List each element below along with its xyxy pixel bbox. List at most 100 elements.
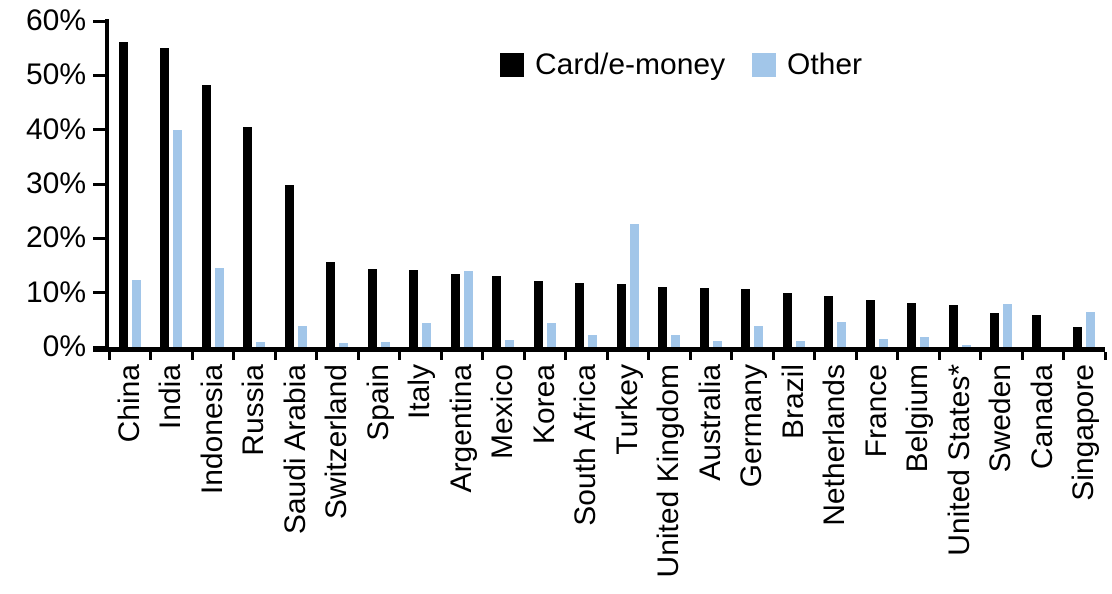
bar-card-e-money (533, 281, 543, 347)
x-category-label: Brazil (776, 364, 810, 440)
x-tick-mark (481, 352, 484, 360)
bar-other (463, 271, 473, 347)
y-tick-mark (93, 236, 105, 240)
y-tick-label: 40% (25, 112, 86, 146)
x-category-label: India (154, 364, 188, 430)
bar-other (961, 345, 971, 347)
y-tick-mark (93, 182, 105, 186)
x-tick-mark (149, 352, 152, 360)
y-tick-label: 50% (25, 58, 86, 92)
bar-other (878, 339, 888, 347)
bar-card-e-money (243, 127, 253, 347)
bar-other (546, 323, 556, 347)
x-tick-mark (688, 352, 692, 360)
bar-other (629, 224, 639, 347)
x-category-label: South Africa (569, 364, 603, 526)
x-category-label: Saudi Arabia (278, 364, 312, 535)
x-tick-mark (937, 352, 941, 360)
y-tick-mark (93, 128, 105, 132)
x-category-label: Indonesia (195, 364, 229, 495)
x-category-label: Argentina (444, 364, 478, 493)
y-tick-label: 20% (25, 221, 86, 255)
legend-swatch-other (752, 53, 776, 77)
x-category-label: Germany (735, 364, 769, 488)
y-tick-mark (93, 345, 105, 349)
x-tick-mark (232, 352, 235, 360)
bar-other (256, 342, 266, 347)
bar-card-e-money (367, 269, 377, 347)
x-tick-mark (315, 352, 318, 360)
bar-other (173, 130, 183, 347)
x-tick-mark (1062, 352, 1065, 360)
x-category-label: Turkey (610, 364, 644, 455)
y-tick-mark (93, 73, 105, 77)
bar-other (297, 326, 307, 347)
x-tick-mark (564, 352, 567, 360)
bar-other (422, 323, 432, 347)
y-axis-line (105, 19, 109, 352)
x-tick-mark (1103, 352, 1107, 360)
y-tick-label: 0% (42, 330, 86, 363)
x-category-label: Australia (693, 364, 727, 481)
bar-card-e-money (616, 284, 626, 347)
x-tick-mark (647, 352, 650, 360)
bar-card-e-money (326, 262, 336, 347)
x-category-label: Sweden (984, 364, 1018, 473)
x-axis-line (93, 347, 1105, 352)
bar-card-e-money (1073, 327, 1083, 347)
x-category-label: Singapore (1067, 364, 1101, 501)
x-tick-mark (356, 352, 360, 360)
y-tick-label: 10% (25, 275, 86, 309)
x-category-label: Netherlands (818, 364, 852, 526)
x-tick-mark (1020, 352, 1024, 360)
bar-card-e-money (492, 276, 502, 347)
bar-card-e-money (118, 42, 128, 347)
bar-card-e-money (699, 288, 709, 347)
y-tick-label: 60% (25, 4, 86, 37)
bar-other (754, 326, 764, 347)
x-tick-mark (273, 352, 277, 360)
x-category-label: Korea (527, 364, 561, 445)
y-tick-mark (93, 19, 105, 23)
legend-item-card-e-money: Card/e-money (500, 50, 725, 80)
bar-other (1003, 304, 1013, 347)
x-category-label: Mexico (486, 364, 520, 460)
bar-other (505, 340, 515, 347)
x-category-label: United States* (942, 364, 976, 556)
x-category-label: France (859, 364, 893, 458)
bar-other (920, 337, 930, 347)
x-category-label: United Kingdom (652, 364, 686, 578)
bar-card-e-money (409, 270, 419, 347)
bar-card-e-money (160, 48, 170, 347)
bar-other (214, 268, 224, 347)
x-tick-mark (771, 352, 775, 360)
x-category-label: Italy (403, 364, 437, 420)
bar-other (380, 342, 390, 347)
legend-label-other: Other (787, 48, 863, 81)
x-tick-mark (896, 352, 899, 360)
bar-card-e-money (575, 283, 585, 347)
x-tick-mark (730, 352, 733, 360)
x-category-label: Spain (361, 364, 395, 441)
bar-card-e-money (1031, 315, 1041, 347)
bar-other (712, 341, 722, 347)
legend-item-other: Other (752, 50, 862, 80)
bar-card-e-money (741, 289, 751, 347)
bar-other (339, 343, 349, 347)
bar-card-e-money (284, 185, 294, 347)
x-tick-mark (979, 352, 982, 360)
x-tick-mark (522, 352, 526, 360)
x-category-label: Belgium (901, 364, 935, 473)
x-tick-mark (854, 352, 858, 360)
x-category-label: Canada (1025, 364, 1059, 470)
x-tick-mark (398, 352, 401, 360)
x-tick-mark (605, 352, 609, 360)
bar-card-e-money (865, 300, 875, 347)
x-tick-mark (107, 352, 111, 360)
x-tick-mark (190, 352, 194, 360)
bar-card-e-money (948, 305, 958, 347)
bar-card-e-money (201, 85, 211, 347)
bar-card-e-money (450, 274, 460, 347)
legend-label-card-e-money: Card/e-money (535, 48, 726, 81)
